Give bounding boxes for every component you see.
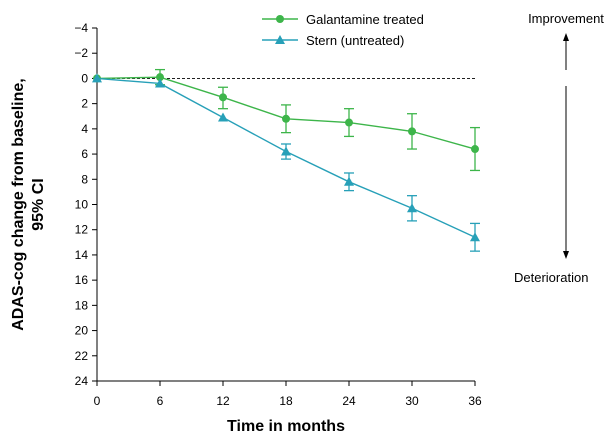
- y-tick-label: 22: [75, 349, 89, 363]
- deterioration-arrow-head: [563, 251, 569, 259]
- y-axis-title-line: ADAS-cog change from baseline,: [10, 78, 27, 331]
- legend-entry: Stern (untreated): [262, 33, 404, 48]
- x-tick-label: 24: [342, 394, 356, 408]
- y-tick-label: 14: [75, 248, 89, 262]
- x-tick-label: 6: [157, 394, 164, 408]
- y-tick-label: 6: [81, 147, 88, 161]
- y-tick-label: 16: [75, 273, 89, 287]
- data-point: [92, 73, 102, 83]
- x-tick-label: 36: [468, 394, 482, 408]
- y-axis-title-line: 95% CI: [30, 178, 47, 230]
- y-tick-label: 4: [81, 122, 88, 136]
- series-layer: [92, 68, 480, 252]
- annotation-improvement: Improvement: [528, 11, 604, 26]
- y-tick-label: 2: [81, 97, 88, 111]
- series-galantamine-treated: [93, 68, 480, 172]
- legend-label: Galantamine treated: [306, 12, 424, 27]
- y-tick-label: −4: [74, 21, 88, 35]
- y-tick-label: −2: [74, 46, 88, 60]
- data-point: [470, 232, 480, 242]
- data-point: [281, 146, 291, 156]
- data-point: [407, 203, 417, 213]
- data-point: [471, 145, 479, 154]
- data-point: [282, 114, 290, 123]
- y-tick-label: 18: [75, 298, 89, 312]
- data-point: [345, 118, 353, 127]
- x-tick-label: 30: [405, 394, 419, 408]
- y-tick-label: 0: [81, 71, 88, 85]
- legend-marker: [276, 15, 284, 23]
- legend: Galantamine treated Stern (untreated): [262, 12, 424, 48]
- improvement-arrow-head: [563, 33, 569, 41]
- y-tick-label: 24: [75, 374, 89, 388]
- annotations: Improvement Deterioration: [514, 11, 604, 285]
- data-point: [155, 78, 165, 88]
- data-point: [219, 93, 227, 102]
- legend-marker: [275, 35, 285, 44]
- data-point: [156, 73, 164, 82]
- x-axis-title: Time in months: [227, 418, 345, 435]
- x-tick-label: 12: [216, 394, 230, 408]
- data-point: [344, 176, 354, 186]
- y-tick-label: 20: [75, 324, 89, 338]
- y-tick-label: 8: [81, 172, 88, 186]
- legend-entry: Galantamine treated: [262, 12, 424, 27]
- y-tick-label: 12: [75, 223, 89, 237]
- data-point: [408, 127, 416, 136]
- annotation-deterioration: Deterioration: [514, 270, 588, 285]
- x-tick-label: 0: [94, 394, 101, 408]
- x-tick-label: 18: [279, 394, 293, 408]
- data-point: [218, 112, 228, 122]
- legend-label: Stern (untreated): [306, 33, 404, 48]
- series-stern-untreated: [92, 73, 480, 252]
- y-axis-title: ADAS-cog change from baseline, 95% CI: [10, 78, 47, 331]
- y-tick-label: 10: [75, 198, 89, 212]
